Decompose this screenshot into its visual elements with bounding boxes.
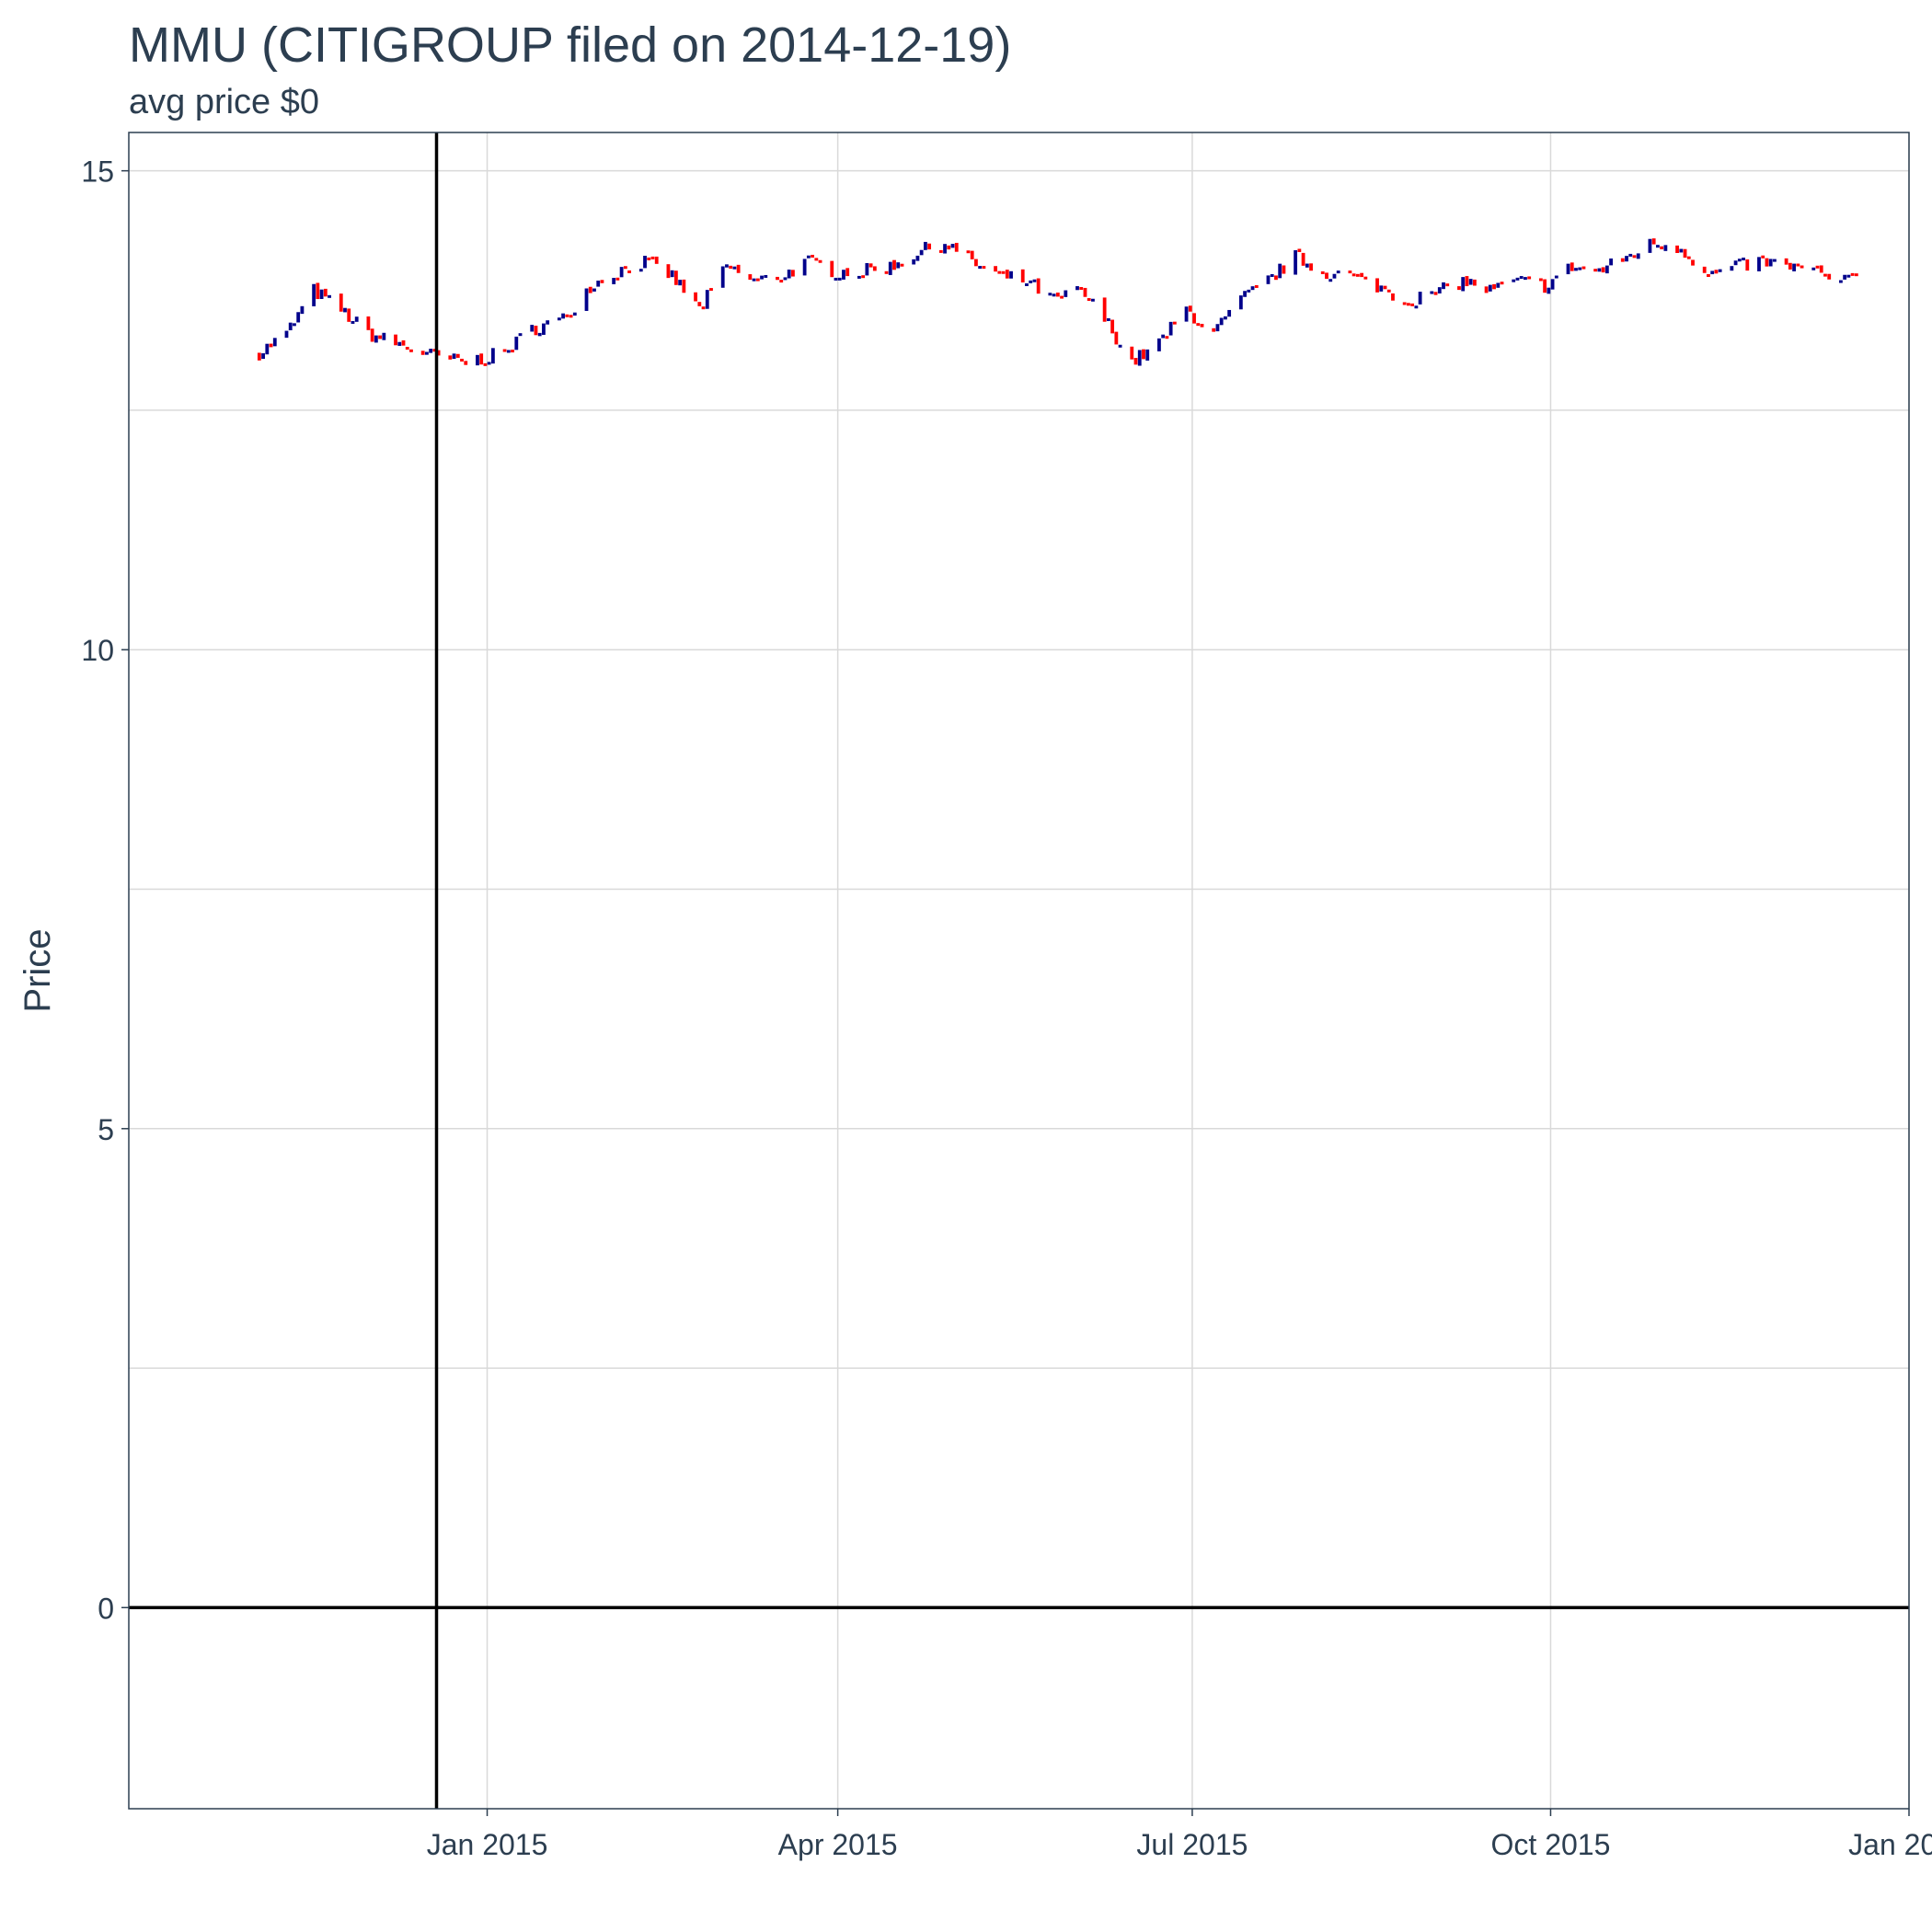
- y-tick-label: 10: [81, 634, 114, 667]
- y-tick-label: 0: [98, 1592, 114, 1625]
- gridlines: [129, 132, 1910, 1809]
- x-tick-label: Oct 2015: [1491, 1828, 1611, 1861]
- axes: 0 5 10 15 Jan 2015 Apr 2015 Jul 2015 Oct 2015 Ja…: [81, 155, 1932, 1861]
- price-bars: [257, 238, 1858, 366]
- y-tick-label: 5: [98, 1113, 114, 1146]
- y-axis-label: Price: [17, 928, 58, 1012]
- reference-lines: [129, 132, 1909, 1809]
- x-tick-label: Apr 2015: [778, 1828, 898, 1861]
- chart-title: MMU (CITIGROUP filed on 2014-12-19): [129, 17, 1012, 73]
- panel-border: [128, 132, 1910, 1810]
- x-tick-label: Jul 2015: [1136, 1828, 1248, 1861]
- x-tick-label: Jan 2016: [1848, 1828, 1932, 1861]
- y-tick-label: 15: [81, 155, 114, 189]
- chart-subtitle: avg price $0: [129, 83, 320, 121]
- x-tick-label: Jan 2015: [427, 1828, 548, 1861]
